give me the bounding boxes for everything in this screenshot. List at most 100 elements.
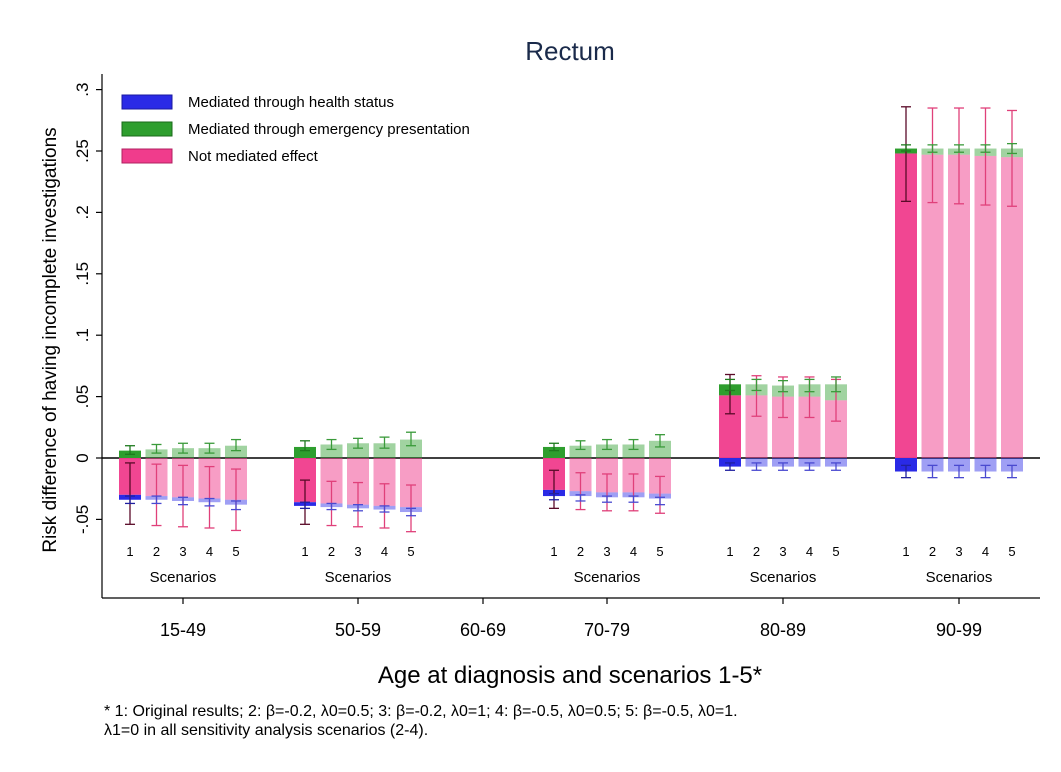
bar-emergency-presentation bbox=[294, 446, 316, 458]
scenario-number: 1 bbox=[126, 544, 133, 559]
legend-swatch-emergency bbox=[121, 121, 173, 137]
bar-not-mediated bbox=[895, 153, 917, 458]
error-bar-emergency-presentation bbox=[751, 378, 762, 392]
error-bar-health-status bbox=[725, 462, 735, 471]
error-bar-emergency-presentation bbox=[927, 144, 938, 153]
error-bar-emergency-presentation bbox=[628, 438, 639, 451]
error-bar-health-status bbox=[178, 496, 188, 506]
error-bar-emergency-presentation bbox=[778, 379, 788, 393]
error-bar-not-mediated bbox=[954, 107, 964, 205]
error-bar-emergency-presentation bbox=[178, 442, 188, 454]
legend-label-emergency: Mediated through emergency presentation bbox=[188, 121, 470, 138]
bar-emergency-presentation bbox=[596, 444, 618, 458]
scenario-number: 3 bbox=[955, 544, 962, 559]
error-bar-health-status bbox=[954, 464, 964, 479]
bar-emergency-presentation bbox=[347, 443, 369, 458]
error-bar-emergency-presentation bbox=[353, 437, 363, 449]
error-bar-health-status bbox=[901, 464, 911, 479]
scenario-axis-label: Scenarios bbox=[750, 569, 817, 586]
error-bar-not-mediated bbox=[927, 107, 938, 204]
bar-not-mediated bbox=[1001, 157, 1023, 458]
scenario-number: 4 bbox=[982, 544, 989, 559]
y-tick-label: .15 bbox=[73, 262, 92, 286]
scenario-number: 3 bbox=[779, 544, 786, 559]
error-bar-health-status bbox=[300, 501, 310, 509]
bar-emergency-presentation bbox=[569, 445, 592, 458]
error-bar-not-mediated bbox=[901, 106, 911, 202]
scenario-axis-label: Scenarios bbox=[150, 569, 217, 586]
error-bar-emergency-presentation bbox=[954, 144, 964, 153]
error-bar-not-mediated bbox=[602, 473, 612, 512]
error-bar-health-status bbox=[575, 494, 586, 502]
scenario-number: 1 bbox=[550, 544, 557, 559]
bar-not-mediated bbox=[745, 395, 768, 458]
error-bar-not-mediated bbox=[125, 462, 135, 525]
bar-emergency-presentation bbox=[622, 444, 645, 458]
scenario-number: 5 bbox=[407, 544, 414, 559]
error-bar-not-mediated bbox=[151, 463, 162, 527]
error-bar-emergency-presentation bbox=[204, 442, 215, 454]
scenario-number: 3 bbox=[354, 544, 361, 559]
group-label: 70-79 bbox=[584, 620, 630, 640]
scenario-number: 1 bbox=[301, 544, 308, 559]
bar-emergency-presentation bbox=[400, 439, 422, 458]
scenario-number: 5 bbox=[832, 544, 839, 559]
bar-not-mediated bbox=[772, 396, 794, 458]
y-tick-label: .3 bbox=[73, 83, 92, 97]
y-axis-title: Risk difference of having incomplete inv… bbox=[40, 127, 61, 552]
error-bar-emergency-presentation bbox=[804, 378, 815, 393]
error-bar-emergency-presentation bbox=[125, 445, 135, 455]
legend-label-health: Mediated through health status bbox=[188, 94, 394, 111]
group-label: 90-99 bbox=[936, 620, 982, 640]
bar-not-mediated bbox=[400, 458, 422, 508]
scenario-number: 2 bbox=[153, 544, 160, 559]
bar-emergency-presentation bbox=[373, 443, 396, 458]
footnote-line-2: λ1=0 in all sensitivity analysis scenari… bbox=[104, 722, 429, 739]
bar-emergency-presentation bbox=[320, 444, 343, 458]
scenario-number: 5 bbox=[1008, 544, 1015, 559]
error-bar-health-status bbox=[927, 464, 938, 479]
bar-not-mediated bbox=[825, 400, 847, 458]
scenario-number: 3 bbox=[179, 544, 186, 559]
error-bar-not-mediated bbox=[1007, 109, 1017, 207]
scenario-number: 4 bbox=[806, 544, 813, 559]
error-bar-health-status bbox=[353, 504, 363, 512]
bar-emergency-presentation bbox=[543, 446, 565, 458]
error-bar-health-status bbox=[406, 507, 416, 517]
error-bar-emergency-presentation bbox=[1007, 142, 1017, 155]
legend-swatch-not_mediated bbox=[121, 148, 173, 164]
error-bar-health-status bbox=[655, 496, 665, 506]
bar-not-mediated bbox=[921, 154, 944, 458]
error-bar-health-status bbox=[204, 497, 215, 507]
error-bar-health-status bbox=[1007, 464, 1017, 479]
error-bar-not-mediated bbox=[204, 465, 215, 529]
bar-not-mediated bbox=[373, 458, 396, 506]
y-tick-label: .1 bbox=[73, 328, 92, 342]
error-bar-health-status bbox=[628, 495, 639, 503]
error-bar-health-status bbox=[125, 495, 135, 505]
scenario-number: 3 bbox=[603, 544, 610, 559]
error-bar-emergency-presentation bbox=[326, 438, 337, 451]
error-bar-health-status bbox=[379, 505, 390, 513]
error-bar-emergency-presentation bbox=[406, 431, 416, 447]
error-bar-health-status bbox=[980, 464, 991, 479]
y-tick-label: .25 bbox=[73, 139, 92, 163]
bar-not-mediated bbox=[347, 458, 369, 505]
scenario-number: 4 bbox=[630, 544, 637, 559]
error-bar-not-mediated bbox=[178, 464, 188, 528]
scenario-number: 2 bbox=[577, 544, 584, 559]
scenario-number: 4 bbox=[381, 544, 388, 559]
y-tick-label: .05 bbox=[73, 385, 92, 409]
error-bar-not-mediated bbox=[628, 473, 639, 512]
error-bar-emergency-presentation bbox=[231, 438, 241, 452]
error-bar-health-status bbox=[326, 502, 337, 511]
scenario-number: 2 bbox=[753, 544, 760, 559]
group-label: 60-69 bbox=[460, 620, 506, 640]
scenario-number: 2 bbox=[328, 544, 335, 559]
error-bar-emergency-presentation bbox=[300, 440, 310, 452]
error-bar-emergency-presentation bbox=[831, 376, 841, 393]
error-bar-health-status bbox=[831, 462, 841, 471]
plot-area: -.05 0 .05 .1 .15 .2 .25 .3 15-49 1 2 3 4 5 Scenarios 5… bbox=[73, 74, 1040, 640]
scenario-number: 1 bbox=[902, 544, 909, 559]
error-bar-not-mediated bbox=[549, 469, 559, 509]
